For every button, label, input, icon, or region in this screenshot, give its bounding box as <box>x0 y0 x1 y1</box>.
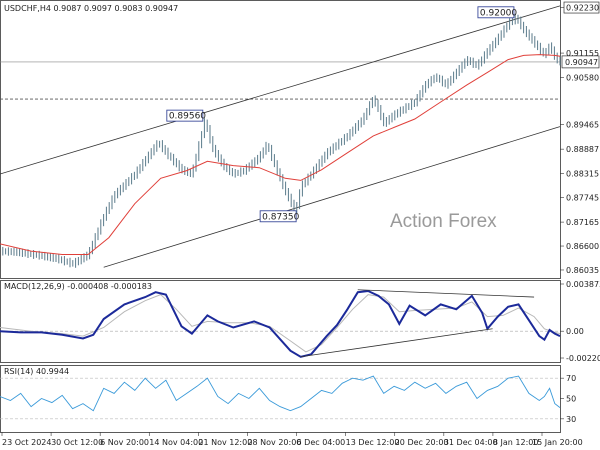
price-callout-label: 0.87350 <box>262 212 299 222</box>
rsi-panel-frame <box>0 365 561 433</box>
time-axis-label: 6 Dec 04:00 <box>297 438 346 447</box>
price-axis-label: 0.88887 <box>566 145 599 154</box>
price-panel-frame <box>0 0 561 279</box>
macd-axis-label: -0.002201 <box>566 354 600 363</box>
channel-lower-line <box>103 126 561 268</box>
price-panel: 0.92000 0.89560 0.87350 0.92230 0.91155 0.905… <box>0 0 600 279</box>
price-axis-label: 0.86035 <box>566 266 599 275</box>
macd-trendline <box>357 289 535 298</box>
moving-average-line <box>0 54 561 255</box>
price-axis-label: 0.87165 <box>566 218 599 227</box>
rsi-line <box>0 375 561 412</box>
macd-trendline <box>300 328 493 358</box>
time-axis-label: 8 Jan 12:00 <box>493 438 539 447</box>
current-price-badge <box>561 55 600 69</box>
price-axis-label: 0.91155 <box>566 49 599 58</box>
macd-panel-frame <box>0 280 561 363</box>
price-callout-box <box>477 6 515 19</box>
price-axis-label: 0.88315 <box>566 169 599 178</box>
price-axis-label: 0.92230 <box>566 4 599 13</box>
price-callout-label: 0.92000 <box>480 8 517 18</box>
price-axis-label: 0.87745 <box>566 194 599 203</box>
macd-header: MACD(12,26,9) -0.000408 -0.000183 <box>4 282 152 291</box>
time-axis-label: 15 Jan 20:00 <box>532 438 583 447</box>
time-axis-label: 30 Oct 12:00 <box>51 438 103 447</box>
macd-axis-label: 0.003873 <box>566 280 600 289</box>
rsi-axis-label: 30 <box>566 415 576 424</box>
macd-panel: 0.003873 0.00 -0.002201 <box>0 280 600 363</box>
macd-axis-label: 0.00 <box>566 327 584 336</box>
price-level-badge <box>563 1 600 14</box>
price-axis-label: 0.89465 <box>566 121 599 130</box>
price-callout-box <box>259 210 297 223</box>
time-axis-label: 13 Dec 12:00 <box>346 438 400 447</box>
macd-line <box>0 289 561 358</box>
time-axis-label: 14 Nov 04:00 <box>149 438 203 447</box>
price-header: USDCHF,H4 0.9087 0.9097 0.9083 0.90947 <box>4 4 178 13</box>
price-axis-label: 0.86600 <box>566 242 599 251</box>
watermark: Action Forex <box>390 211 497 232</box>
time-axis-label: 20 Dec 20:00 <box>395 438 449 447</box>
time-axis: 23 Oct 2024 30 Oct 12:006 Nov 20:00 14 Nov… <box>1 432 583 447</box>
time-axis-label: 23 Oct 2024 <box>2 438 51 447</box>
time-axis-label: 28 Nov 20:00 <box>247 438 301 447</box>
rsi-axis-label: 70 <box>566 374 576 383</box>
time-axis-label: 31 Dec 04:00 <box>444 438 498 447</box>
rsi-panel: 70 50 30 <box>0 365 576 433</box>
rsi-axis-label: 50 <box>566 395 576 404</box>
price-callout-box <box>166 109 204 122</box>
price-callout-label: 0.89560 <box>169 112 206 122</box>
time-axis-label: 6 Nov 20:00 <box>100 438 149 447</box>
rsi-header: RSI(14) 40.9944 <box>4 367 69 376</box>
time-axis-label: 21 Nov 12:00 <box>198 438 252 447</box>
current-price-label: 0.90947 <box>565 58 598 67</box>
price-axis-label: 0.90580 <box>566 73 599 82</box>
channel-upper-line <box>0 5 561 175</box>
